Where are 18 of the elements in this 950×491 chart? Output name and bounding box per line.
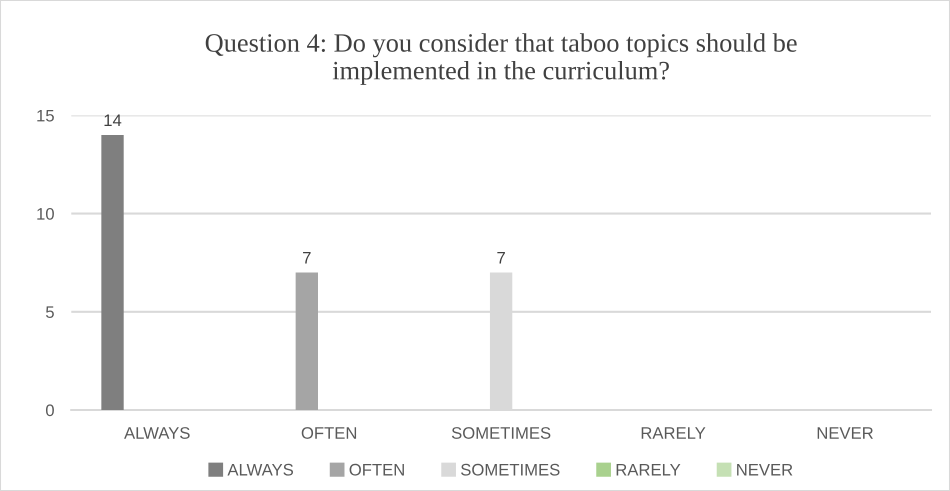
legend-label: RARELY bbox=[616, 464, 680, 476]
y-tick-label: 10 bbox=[37, 208, 54, 220]
data-label: 7 bbox=[497, 252, 505, 264]
chart-title: Question 4: Do you consider that taboo topics should be implemented in the curriculum? bbox=[206, 33, 797, 85]
legend-label: NEVER bbox=[737, 464, 792, 476]
legend-label: OFTEN bbox=[350, 464, 404, 476]
legend-label: SOMETIMES bbox=[461, 464, 560, 476]
x-tick-label: NEVER bbox=[818, 427, 873, 439]
y-tick-label: 0 bbox=[46, 404, 54, 416]
x-tick-label: ALWAYS bbox=[124, 427, 190, 439]
legend-label: ALWAYS bbox=[227, 464, 294, 476]
x-tick-label: OFTEN bbox=[302, 427, 356, 439]
y-tick-label: 5 bbox=[46, 306, 54, 318]
data-label: 7 bbox=[303, 252, 311, 264]
x-tick-label: RARELY bbox=[642, 427, 706, 439]
x-tick-label: SOMETIMES bbox=[452, 427, 550, 439]
data-label: 14 bbox=[104, 114, 122, 126]
y-tick-label: 15 bbox=[37, 110, 54, 122]
